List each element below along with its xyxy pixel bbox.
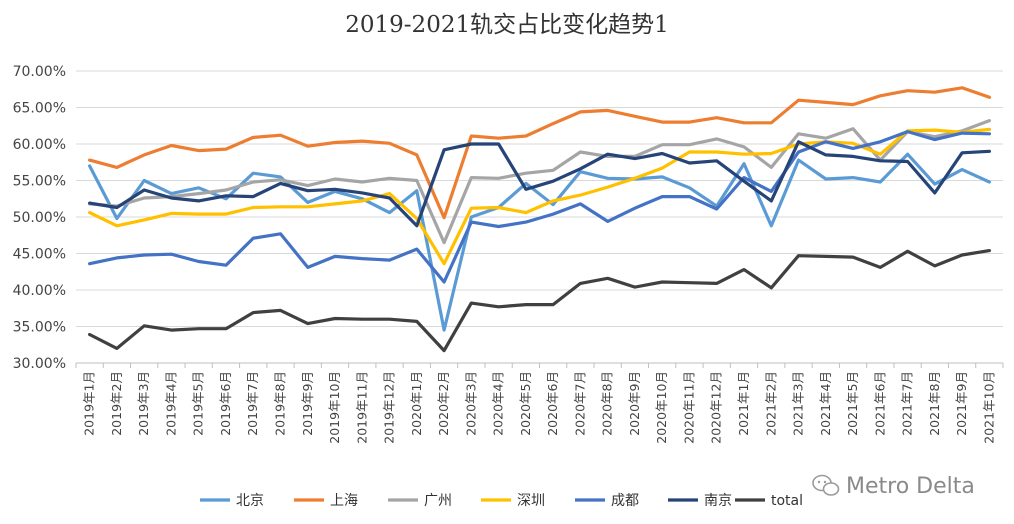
x-tick-label: 2020年6月 xyxy=(545,371,560,436)
x-tick-label: 2019年1月 xyxy=(82,371,97,436)
series-line xyxy=(87,130,992,284)
legend-label: 深圳 xyxy=(517,493,545,509)
y-tick-label: 40.00% xyxy=(13,283,66,299)
x-tick-label: 2019年2月 xyxy=(109,371,124,436)
y-tick-label: 55.00% xyxy=(13,174,66,190)
x-tick-label: 2019年4月 xyxy=(163,371,178,436)
x-tick-label: 2020年8月 xyxy=(600,371,615,436)
x-tick-label: 2020年10月 xyxy=(654,371,669,444)
y-tick-label: 35.00% xyxy=(13,320,66,336)
x-tick-label: 2021年3月 xyxy=(791,371,806,436)
legend-item: 广州 xyxy=(388,493,452,509)
series-line xyxy=(87,140,992,228)
y-axis: 30.00% 35.00% 40.00% 45.00% 50.00% 55.00% 60.0… xyxy=(13,64,66,372)
chart-title: 2019-2021轨交占比变化趋势1 xyxy=(345,12,668,38)
x-tick-label: 2021年4月 xyxy=(818,371,833,436)
legend-item: 成都 xyxy=(575,493,639,509)
legend: 北京 上海 广州 深圳 成都 南京 total xyxy=(200,493,803,509)
x-tick-label: 2020年12月 xyxy=(709,371,724,444)
plot-area xyxy=(87,86,992,353)
x-tick-label: 2020年4月 xyxy=(491,371,506,436)
legend-label: total xyxy=(771,493,803,509)
series-line xyxy=(87,86,992,220)
x-tick-label: 2020年2月 xyxy=(436,371,451,436)
x-tick-label: 2021年2月 xyxy=(763,371,778,436)
x-tick-label: 2021年1月 xyxy=(736,371,751,436)
x-tick-label: 2019年5月 xyxy=(191,371,206,436)
wechat-icon xyxy=(812,474,840,496)
x-tick-label: 2020年5月 xyxy=(518,371,533,436)
x-tick-label: 2020年9月 xyxy=(627,371,642,436)
x-tick-label: 2020年1月 xyxy=(409,371,424,436)
watermark: Metro Delta xyxy=(812,474,975,499)
x-tick-label: 2019年8月 xyxy=(272,371,287,436)
x-tick-label: 2019年7月 xyxy=(245,371,260,436)
legend-item: 深圳 xyxy=(481,493,545,509)
legend-label: 广州 xyxy=(424,493,452,509)
gridlines xyxy=(76,70,1003,327)
watermark-text: Metro Delta xyxy=(846,474,975,499)
legend-item: total xyxy=(735,493,803,509)
x-tick-label: 2021年9月 xyxy=(954,371,969,436)
y-tick-label: 50.00% xyxy=(13,210,66,226)
x-tick-label: 2020年3月 xyxy=(463,371,478,436)
series-line xyxy=(87,118,992,245)
x-tick-label: 2019年6月 xyxy=(218,371,233,436)
x-tick-label: 2021年10月 xyxy=(981,371,996,444)
x-tick-label: 2020年11月 xyxy=(681,371,696,444)
x-tick-label: 2019年10月 xyxy=(327,371,342,444)
legend-label: 北京 xyxy=(236,493,264,509)
legend-label: 成都 xyxy=(611,493,639,509)
x-tick-label: 2020年7月 xyxy=(572,371,587,436)
x-axis: 2019年1月 2019年2月 2019年3月 2019年4月 2019年5月 2019年… xyxy=(75,362,1004,444)
y-tick-label: 45.00% xyxy=(13,247,66,263)
x-tick-label: 2021年6月 xyxy=(872,371,887,436)
legend-label: 南京 xyxy=(704,493,732,509)
legend-item: 上海 xyxy=(294,493,358,509)
x-tick-label: 2019年12月 xyxy=(382,371,397,444)
x-tick-label: 2021年5月 xyxy=(845,371,860,436)
x-tick-label: 2021年8月 xyxy=(927,371,942,436)
y-tick-label: 65.00% xyxy=(13,101,66,117)
y-tick-label: 60.00% xyxy=(13,137,66,153)
legend-label: 上海 xyxy=(330,493,358,509)
legend-item: 北京 xyxy=(200,493,264,509)
x-tick-label: 2021年7月 xyxy=(900,371,915,436)
legend-item: 南京 xyxy=(668,493,732,509)
x-tick-label: 2019年11月 xyxy=(354,371,369,444)
y-tick-label: 70.00% xyxy=(13,64,66,80)
series-line xyxy=(87,127,992,266)
y-tick-label: 30.00% xyxy=(13,356,66,372)
x-tick-label: 2019年9月 xyxy=(300,371,315,436)
x-tick-label: 2019年3月 xyxy=(136,371,151,436)
series-line xyxy=(87,249,992,353)
